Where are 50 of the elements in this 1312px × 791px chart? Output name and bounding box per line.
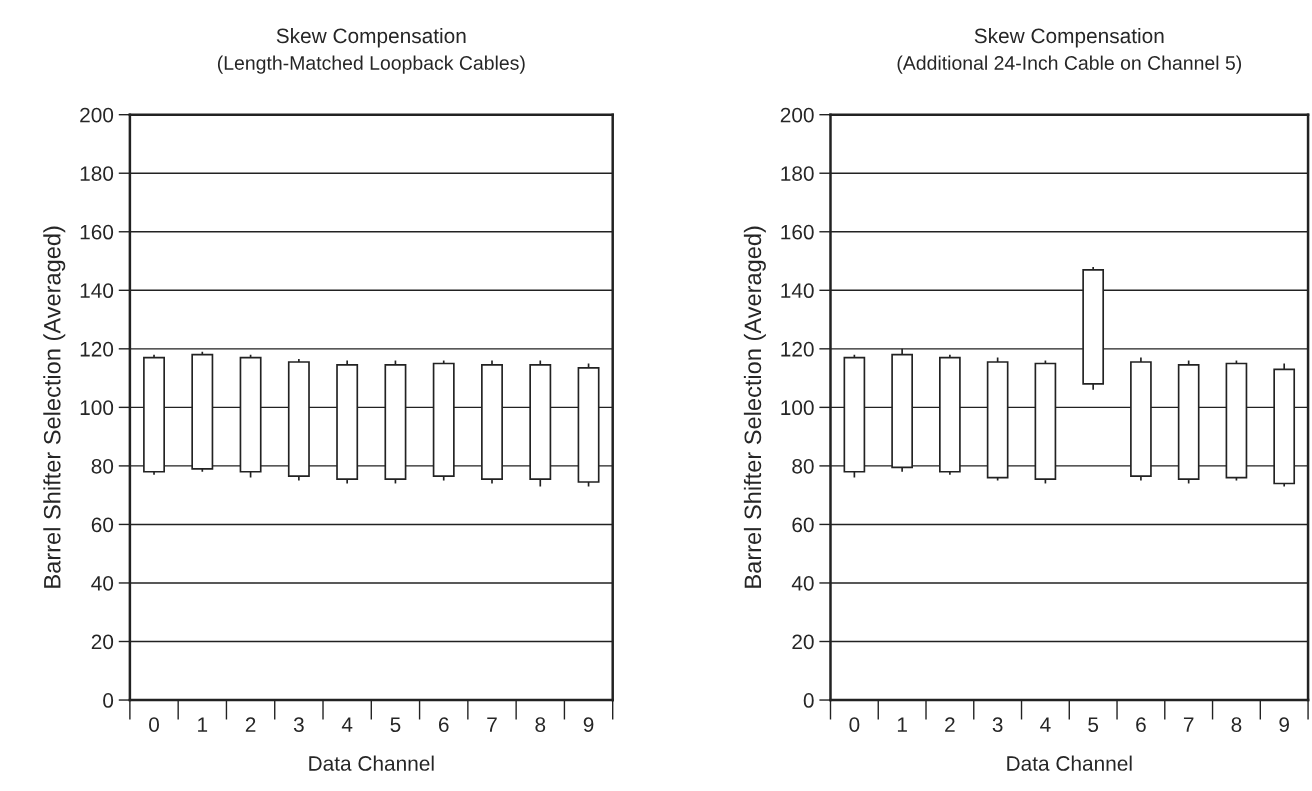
y-tick-label: 0: [103, 693, 114, 708]
y-tick-label: 180: [80, 166, 114, 181]
y-tick-label: 120: [80, 341, 114, 357]
chart-title: Skew Compensation: [974, 27, 1164, 48]
y-tick-label: 140: [80, 283, 114, 299]
x-tick-label: 8: [1231, 717, 1242, 732]
y-tick-label: 80: [792, 458, 814, 474]
x-tick-label: 1: [198, 717, 208, 732]
y-tick-label: 180: [781, 166, 814, 181]
y-tick-label: 60: [792, 517, 814, 533]
x-tick-label: 1: [897, 717, 907, 732]
x-tick-label: 5: [1088, 717, 1099, 732]
x-tick-label: 7: [1183, 717, 1194, 732]
x-tick-label: 3: [293, 717, 304, 732]
x-axis-title: Data Channel: [1007, 755, 1132, 771]
x-tick-label: 7: [487, 717, 497, 732]
x-tick-label: 4: [341, 717, 353, 732]
x-tick-label: 6: [438, 717, 449, 732]
x-tick-label: 9: [1279, 717, 1289, 732]
y-tick-label: 120: [781, 341, 814, 357]
y-tick-label: 100: [781, 400, 814, 416]
x-tick-label: 0: [149, 717, 160, 732]
x-tick-label: 2: [945, 717, 955, 732]
y-axis-title: Barrel Shifter Selection (Averaged): [743, 226, 766, 588]
x-tick-label: 8: [535, 717, 546, 732]
y-tick-label: 140: [781, 283, 814, 299]
y-tick-label: 60: [91, 517, 114, 533]
x-tick-label: 6: [1136, 717, 1146, 732]
chart-title: Skew Compensation: [276, 27, 466, 48]
chart-subtitle: (Length-Matched Loopback Cables): [217, 55, 525, 74]
x-tick-label: 0: [849, 717, 860, 732]
y-tick-label: 40: [91, 575, 114, 591]
y-tick-label: 200: [780, 107, 814, 123]
y-tick-label: 20: [792, 634, 814, 650]
y-axis-title: Barrel Shifter Selection (Averaged): [43, 226, 66, 588]
x-tick-label: 4: [1040, 717, 1051, 732]
y-tick-label: 160: [80, 224, 114, 240]
x-axis-title: Data Channel: [309, 755, 434, 771]
y-tick-label: 20: [91, 634, 114, 650]
y-tick-label: 0: [803, 693, 814, 708]
x-tick-label: 2: [245, 717, 256, 732]
x-tick-label: 5: [390, 717, 401, 732]
x-tick-label: 9: [583, 717, 594, 732]
chart-subtitle: (Additional 24-Inch Cable on Channel 5): [897, 55, 1242, 74]
x-tick-label: 3: [992, 717, 1003, 732]
y-tick-label: 200: [80, 107, 114, 123]
y-tick-label: 80: [91, 458, 114, 474]
y-tick-label: 100: [80, 400, 114, 416]
y-tick-label: 160: [781, 224, 814, 240]
y-tick-label: 40: [791, 575, 814, 591]
